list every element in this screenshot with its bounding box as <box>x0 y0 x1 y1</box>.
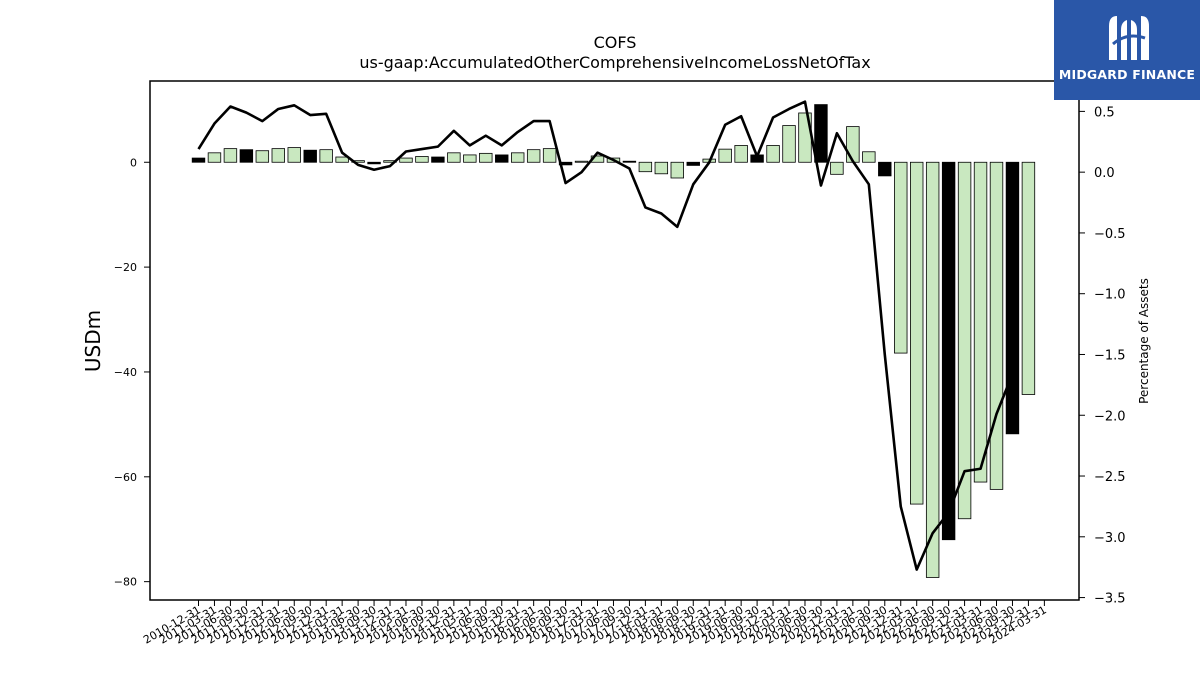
bar <box>479 152 493 163</box>
bar <box>542 148 557 163</box>
bar <box>654 161 669 175</box>
bar <box>1005 161 1020 435</box>
bar <box>670 161 685 179</box>
y2-tick-label: 0.5 <box>1094 105 1115 120</box>
bar <box>782 125 796 163</box>
y2-tick-label: −3.0 <box>1094 531 1126 546</box>
bar <box>415 156 429 163</box>
y2-tick-label: −2.5 <box>1094 470 1126 485</box>
chart-title: COFS <box>594 33 637 52</box>
bar <box>846 126 860 163</box>
bar <box>830 161 844 175</box>
right-axis: 0.5 0.0 −0.5 −1.0 −1.5 −2.0 −2.5 −3.0 −3.5 <box>1079 105 1126 607</box>
y-tick-label: −60 <box>114 471 137 484</box>
bar <box>1021 161 1036 395</box>
bar <box>925 161 940 578</box>
x-axis: 2010-12-312011-03-312011-06-302011-09-30… <box>141 600 1049 647</box>
bar <box>941 161 956 541</box>
bar <box>957 161 972 520</box>
plot-frame <box>149 80 1080 601</box>
bar <box>574 160 589 163</box>
bar <box>447 152 461 163</box>
bar <box>814 104 828 163</box>
bar <box>734 145 748 163</box>
bar <box>495 154 509 163</box>
y2-tick-label: −0.5 <box>1094 227 1126 242</box>
y2-tick-label: 0.0 <box>1094 166 1115 181</box>
y2-tick-label: −2.0 <box>1094 409 1126 424</box>
bar <box>271 148 286 163</box>
y-tick-label: −20 <box>114 261 137 274</box>
y2-tick-label: −1.0 <box>1094 288 1126 303</box>
bar <box>894 161 908 354</box>
bar-series <box>191 104 1036 578</box>
midgard-logo-icon <box>1109 16 1149 60</box>
y2-axis-label: Percentage of Assets <box>1137 278 1151 404</box>
bar <box>287 147 301 163</box>
bar <box>207 152 222 163</box>
y2-tick-label: −1.5 <box>1094 348 1126 363</box>
bar <box>367 161 381 165</box>
y-tick-label: −40 <box>114 366 137 379</box>
brand-logo: MIDGARD FINANCE <box>1054 0 1200 100</box>
percentage-of-assets-line <box>197 100 1014 571</box>
y-tick-label: 0 <box>130 156 137 169</box>
bar <box>989 161 1004 490</box>
y-axis-label: USDm <box>81 310 105 372</box>
bar <box>319 149 333 163</box>
bar <box>335 156 349 163</box>
chart-subtitle: us-gaap:AccumulatedOtherComprehensiveInc… <box>359 53 870 72</box>
y-tick-label: −80 <box>114 576 137 589</box>
left-axis: 0 −20 −40 −60 −80 <box>114 156 150 589</box>
bar <box>431 156 445 163</box>
bar <box>303 149 317 163</box>
bar <box>255 150 270 163</box>
y2-tick-label: −3.5 <box>1094 592 1126 607</box>
bar <box>526 149 541 163</box>
bar <box>718 148 732 163</box>
logo-text: MIDGARD FINANCE <box>1058 67 1196 82</box>
bar <box>399 157 413 163</box>
bar <box>878 161 892 177</box>
line-series <box>197 100 1014 571</box>
bar <box>910 161 924 505</box>
bar <box>191 157 206 163</box>
bar <box>638 161 653 173</box>
bar <box>862 151 876 163</box>
bar <box>463 154 477 163</box>
bar <box>622 160 637 163</box>
bar <box>766 145 780 163</box>
bar <box>510 152 525 163</box>
bar <box>223 148 238 163</box>
bar <box>239 149 254 163</box>
bar <box>686 161 700 166</box>
bar <box>973 161 988 483</box>
